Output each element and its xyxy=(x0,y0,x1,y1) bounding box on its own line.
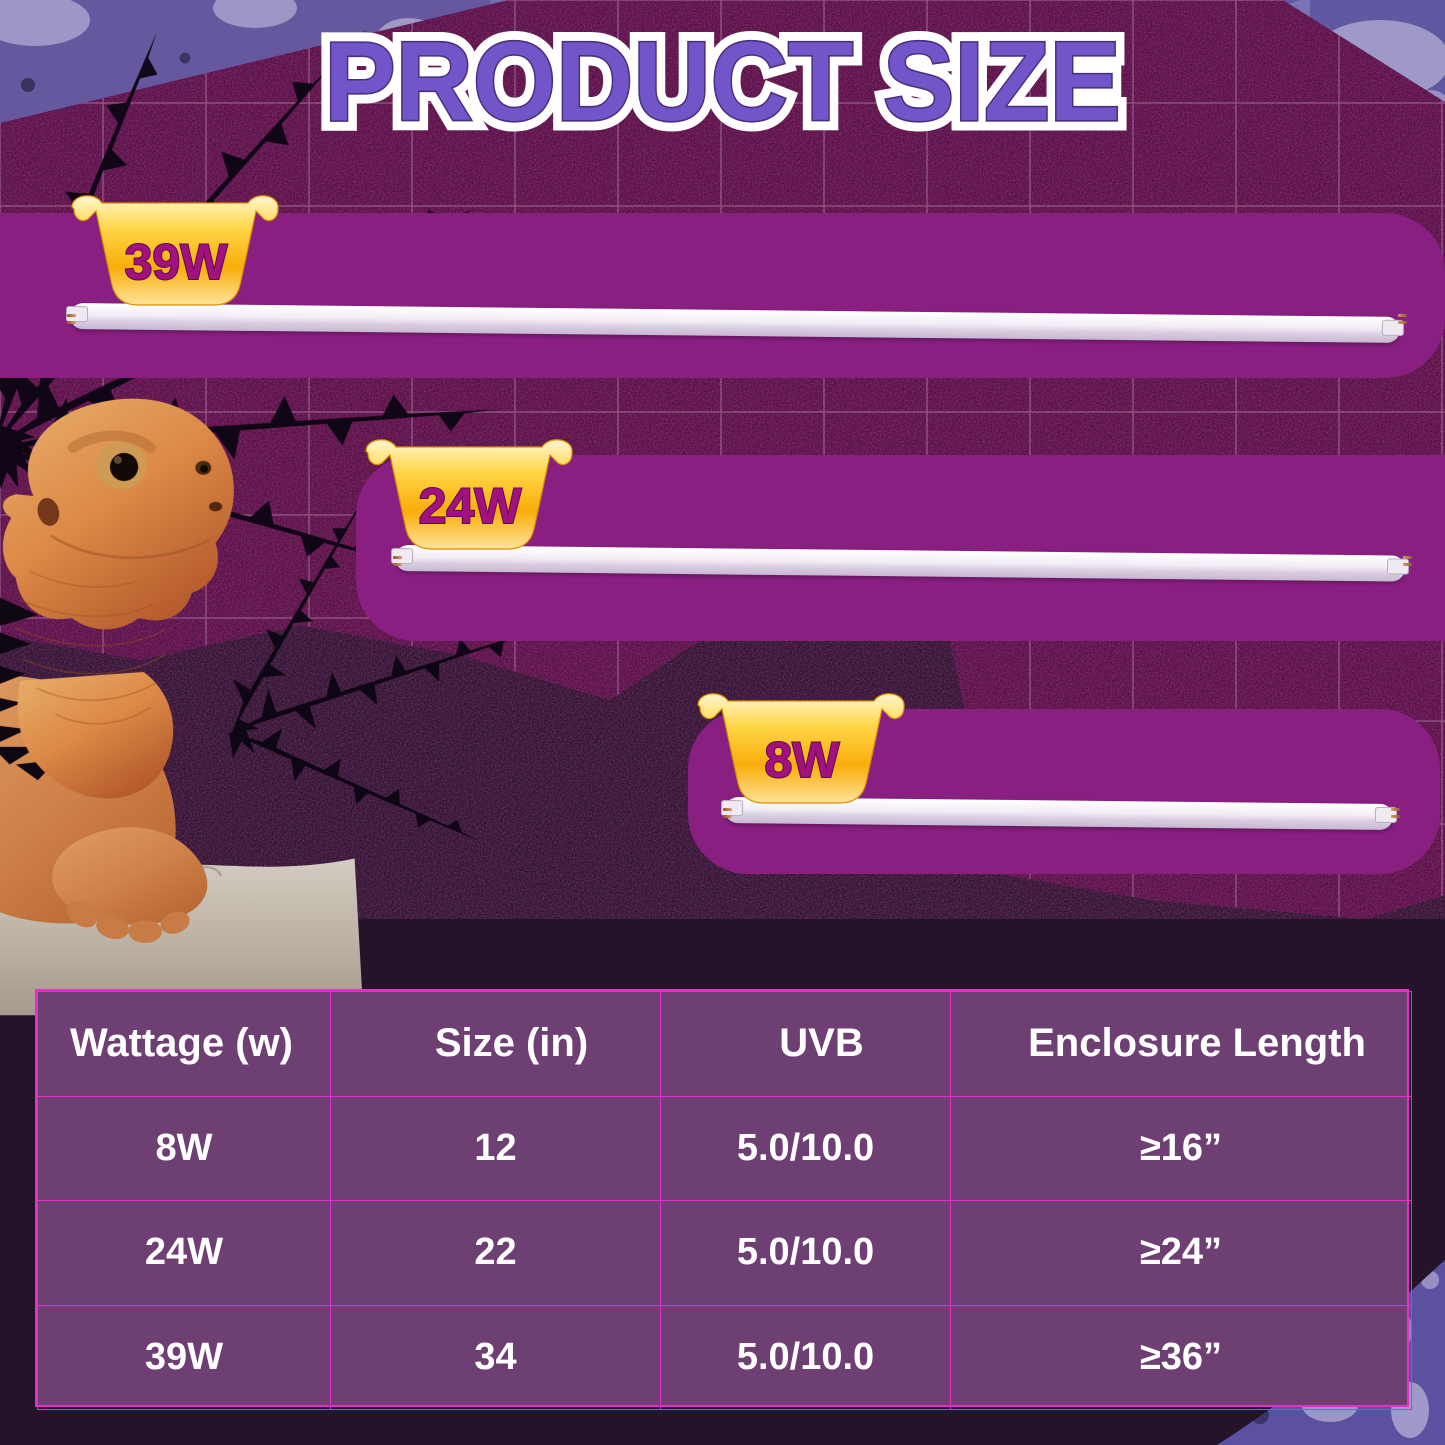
svg-text:8W: 8W xyxy=(765,732,841,788)
svg-text:24W: 24W xyxy=(419,478,523,534)
svg-text:39W: 39W xyxy=(125,234,229,290)
